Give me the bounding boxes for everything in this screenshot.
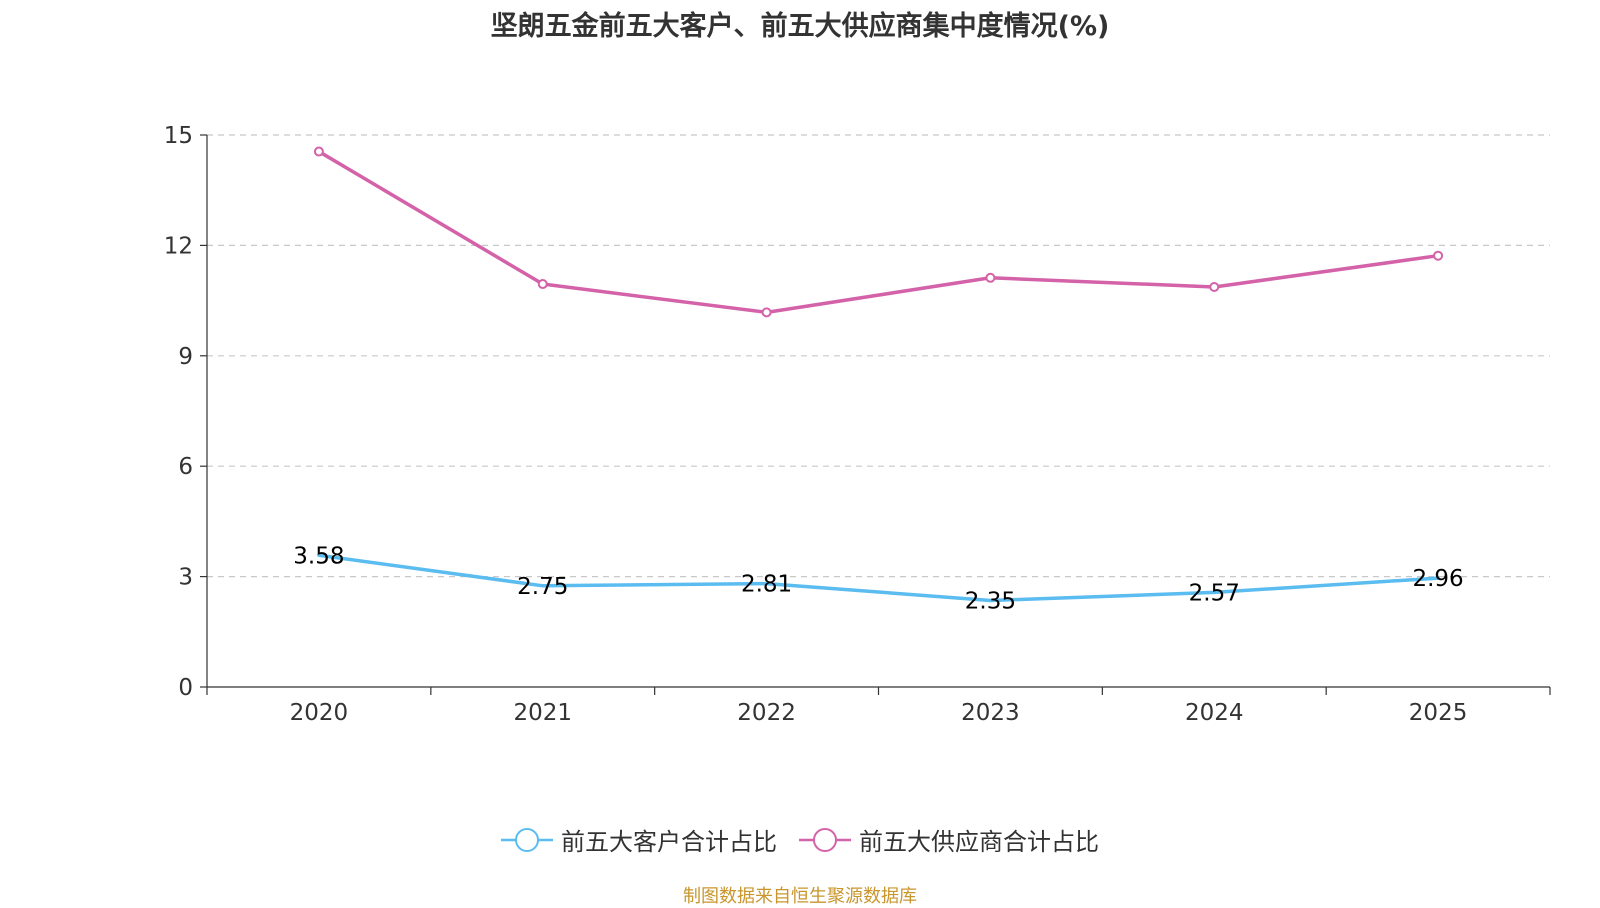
series-1-point-2021	[537, 279, 548, 290]
x-tick-label-2024: 2024	[1185, 700, 1244, 726]
source-note: 制图数据来自恒生聚源数据库	[683, 886, 917, 907]
legend-customers-line-icon	[501, 827, 553, 852]
series-1-point-2025	[1433, 250, 1444, 261]
y-tick-label-0: 0	[178, 675, 193, 701]
x-tick-label-2022: 2022	[737, 700, 796, 726]
chart-title: 坚朗五金前五大客户、前五大供应商集中度情况(%)	[490, 11, 1110, 42]
x-tick-label-2025: 2025	[1409, 700, 1468, 726]
legend-label-customers: 前五大客户合计占比	[561, 828, 777, 856]
y-tick-label-15: 15	[164, 123, 193, 149]
axes: 0 3 6 9 12 15 2020 2021 2022 2023 2024 2025	[164, 123, 1551, 726]
y-tick-label-6: 6	[178, 454, 193, 480]
data-labels: 3.58 2.75 2.81 2.35 2.57 2.96	[293, 543, 1463, 614]
series-0-label-2020: 3.58	[293, 543, 344, 569]
series-0-label-2024: 2.57	[1189, 580, 1240, 606]
legend-label-suppliers: 前五大供应商合计占比	[859, 828, 1099, 856]
legend-suppliers-line-icon	[799, 827, 851, 852]
series-1-point-2023	[985, 272, 996, 283]
series	[313, 146, 1444, 603]
series-1-point-2022	[761, 307, 772, 318]
series-0-label-2025: 2.96	[1412, 566, 1463, 592]
y-tick-label-12: 12	[164, 233, 193, 259]
series-0-label-2023: 2.35	[965, 589, 1016, 615]
y-tick-label-9: 9	[178, 344, 193, 370]
series-line-1	[317, 149, 1440, 315]
y-tick-label-3: 3	[178, 565, 193, 591]
series-0-label-2022: 2.81	[741, 572, 792, 598]
series-0-label-2021: 2.75	[517, 574, 568, 600]
series-line-0	[317, 553, 1440, 603]
legend: 前五大客户合计占比 前五大供应商合计占比	[0, 822, 1600, 857]
x-tick-label-2023: 2023	[961, 700, 1020, 726]
x-tick-label-2020: 2020	[290, 700, 349, 726]
series-1-point-2024	[1209, 281, 1220, 292]
legend-item-customers[interactable]: 前五大客户合计占比	[501, 822, 777, 857]
legend-item-suppliers[interactable]: 前五大供应商合计占比	[799, 822, 1099, 857]
grid-lines	[207, 134, 1550, 578]
x-tick-label-2021: 2021	[513, 700, 572, 726]
series-1-point-2020	[313, 146, 324, 157]
